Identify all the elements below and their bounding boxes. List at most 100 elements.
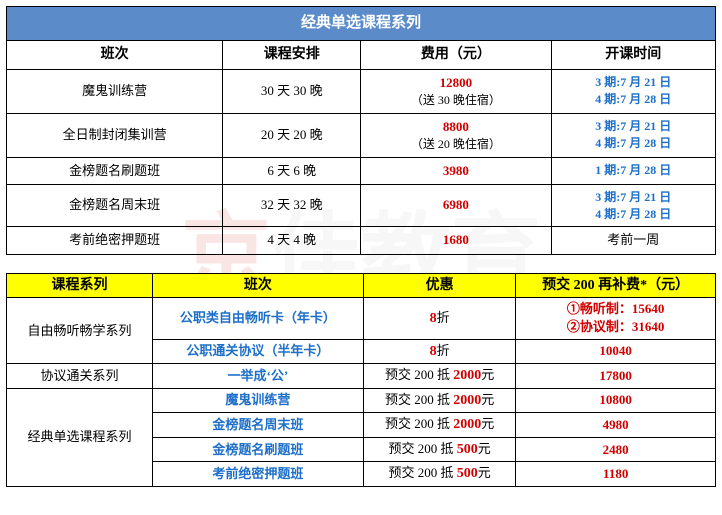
discount-num: 8	[430, 344, 437, 359]
disc-suf: 元	[481, 416, 494, 431]
discount-suffix: 折	[437, 310, 450, 325]
disc-suf: 元	[481, 392, 494, 407]
fee-main: 8800	[367, 118, 544, 136]
class-name: 公职通关协议（半年卡）	[152, 339, 363, 364]
discount-cell: 8折	[363, 298, 516, 339]
schedule-cell: 32 天 32 晚	[223, 184, 361, 227]
col-schedule: 课程安排	[223, 41, 361, 70]
extra-cell: 2480	[516, 437, 716, 462]
disc-pre: 预交 200 抵	[388, 441, 456, 456]
extra-cell: 1180	[516, 462, 716, 487]
table-row: 协议通关系列 一举成‘公’ 预交 200 抵 2000元 17800	[7, 364, 716, 389]
col2-extra: 预交 200 再补费*（元）	[516, 273, 716, 298]
series-cell: 协议通关系列	[7, 364, 153, 389]
class-name: 全日制封闭集训营	[7, 113, 223, 157]
time-line1: 1 期:7 月 28 日	[558, 162, 709, 179]
disc-pre: 预交 200 抵	[385, 416, 453, 431]
discount-cell: 预交 200 抵 2000元	[363, 413, 516, 438]
class-name: 金榜题名周末班	[152, 413, 363, 438]
fee-main: 3980	[367, 162, 544, 180]
series-cell: 经典单选课程系列	[7, 388, 153, 486]
disc-amt: 500	[457, 442, 478, 457]
col-fee: 费用（元）	[361, 41, 551, 70]
disc-suf: 元	[478, 465, 491, 480]
schedule-cell: 20 天 20 晚	[223, 113, 361, 157]
discount-cell: 预交 200 抵 500元	[363, 437, 516, 462]
fee-main: 1680	[367, 231, 544, 249]
class-name: 金榜题名周末班	[7, 184, 223, 227]
extra-cell: 4980	[516, 413, 716, 438]
discount-cell: 预交 200 抵 2000元	[363, 364, 516, 389]
extra-cell: 10040	[516, 339, 716, 364]
time-line1: 3 期:7 月 21 日	[558, 74, 709, 91]
discount-cell: 8折	[363, 339, 516, 364]
table-row: 经典单选课程系列魔鬼训练营预交 200 抵 2000元10800	[7, 388, 716, 413]
class-name: 考前绝密押题班	[7, 227, 223, 254]
table1-title: 经典单选课程系列	[7, 7, 716, 41]
col-time: 开课时间	[551, 41, 715, 70]
time-cell: 1 期:7 月 28 日	[551, 157, 715, 184]
disc-amt: 500	[457, 466, 478, 481]
class-name: 金榜题名刷题班	[7, 157, 223, 184]
fee-cell: 1680	[361, 227, 551, 254]
extra-cell: 17800	[516, 364, 716, 389]
disc-suf: 元	[481, 367, 494, 382]
time-line1: 3 期:7 月 21 日	[558, 189, 709, 206]
table1-title-row: 经典单选课程系列	[7, 7, 716, 41]
time-line2: 4 期:7 月 28 日	[558, 206, 709, 223]
schedule-cell: 4 天 4 晚	[223, 227, 361, 254]
extra-line2: ②协议制：31640	[522, 318, 709, 336]
classic-course-table: 经典单选课程系列 班次 课程安排 费用（元） 开课时间 魔鬼训练营30 天 30…	[6, 6, 716, 255]
extra-line1: ①畅听制：15640	[522, 300, 709, 318]
disc-pre: 预交 200 抵	[385, 367, 453, 382]
col2-series: 课程系列	[7, 273, 153, 298]
class-name: 公职类自由畅听卡（年卡）	[152, 298, 363, 339]
col2-discount: 优惠	[363, 273, 516, 298]
fee-sub: （送 30 晚住宿）	[367, 92, 544, 109]
fee-cell: 3980	[361, 157, 551, 184]
col2-class: 班次	[152, 273, 363, 298]
col-class: 班次	[7, 41, 223, 70]
fee-main: 12800	[367, 74, 544, 92]
time-line1: 3 期:7 月 21 日	[558, 118, 709, 135]
time-cell: 3 期:7 月 21 日4 期:7 月 28 日	[551, 113, 715, 157]
extra-cell: 10800	[516, 388, 716, 413]
disc-pre: 预交 200 抵	[388, 465, 456, 480]
table1-header-row: 班次 课程安排 费用（元） 开课时间	[7, 41, 716, 70]
time-cell: 3 期:7 月 21 日4 期:7 月 28 日	[551, 69, 715, 113]
class-name: 考前绝密押题班	[152, 462, 363, 487]
time-line2: 4 期:7 月 28 日	[558, 91, 709, 108]
discount-suffix: 折	[437, 343, 450, 358]
discount-table: 课程系列 班次 优惠 预交 200 再补费*（元） 自由畅听畅学系列 公职类自由…	[6, 273, 716, 488]
class-name: 一举成‘公’	[152, 364, 363, 389]
fee-cell: 12800（送 30 晚住宿）	[361, 69, 551, 113]
table-row: 金榜题名周末班32 天 32 晚 6980 3 期:7 月 21 日4 期:7 月 …	[7, 184, 716, 227]
table-row: 全日制封闭集训营20 天 20 晚8800（送 20 晚住宿）3 期:7 月 2…	[7, 113, 716, 157]
table-row: 魔鬼训练营30 天 30 晚12800（送 30 晚住宿）3 期:7 月 21 …	[7, 69, 716, 113]
disc-amt: 2000	[453, 417, 481, 432]
table-spacer	[6, 255, 716, 273]
fee-cell: 6980	[361, 184, 551, 227]
table2-header-row: 课程系列 班次 优惠 预交 200 再补费*（元）	[7, 273, 716, 298]
time-cell: 3 期:7 月 21 日4 期:7 月 28 日	[551, 184, 715, 227]
fee-main: 6980	[367, 196, 544, 214]
discount-cell: 预交 200 抵 500元	[363, 462, 516, 487]
disc-amt: 2000	[453, 393, 481, 408]
fee-sub: （送 20 晚住宿）	[367, 136, 544, 153]
disc-suf: 元	[478, 441, 491, 456]
class-name: 魔鬼训练营	[152, 388, 363, 413]
class-name: 魔鬼训练营	[7, 69, 223, 113]
series-cell: 自由畅听畅学系列	[7, 298, 153, 364]
disc-amt: 2000	[453, 368, 481, 383]
fee-cell: 8800（送 20 晚住宿）	[361, 113, 551, 157]
time-cell: 考前一周	[551, 227, 715, 254]
disc-pre: 预交 200 抵	[385, 392, 453, 407]
class-name: 金榜题名刷题班	[152, 437, 363, 462]
schedule-cell: 30 天 30 晚	[223, 69, 361, 113]
table-row: 考前绝密押题班4 天 4 晚 1680 考前一周	[7, 227, 716, 254]
table-row: 金榜题名刷题班6 天 6 晚 3980 1 期:7 月 28 日	[7, 157, 716, 184]
discount-num: 8	[430, 311, 437, 326]
discount-cell: 预交 200 抵 2000元	[363, 388, 516, 413]
extra-cell: ①畅听制：15640 ②协议制：31640	[516, 298, 716, 339]
schedule-cell: 6 天 6 晚	[223, 157, 361, 184]
